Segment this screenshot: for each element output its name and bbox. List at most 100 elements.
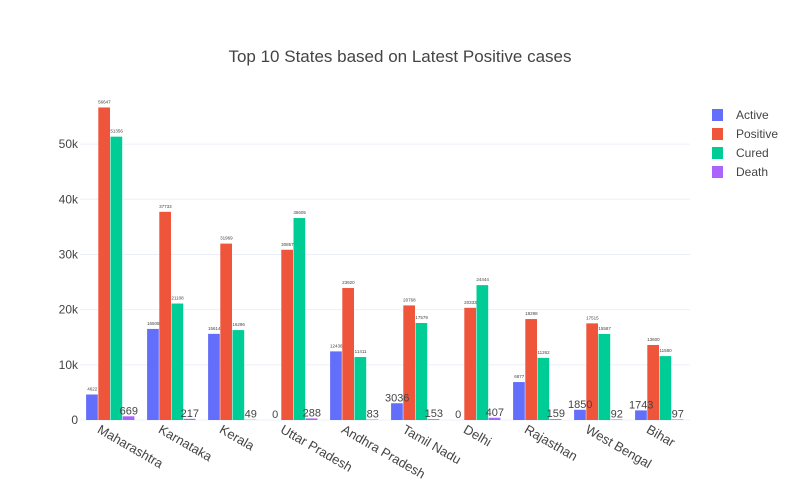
bar-cured-rajasthan xyxy=(537,357,550,420)
bar-cured-maharashtra xyxy=(110,136,123,420)
x-tick-label: Maharashtra xyxy=(95,422,166,472)
data-label: 217 xyxy=(181,408,199,420)
legend-swatch xyxy=(712,128,723,140)
y-tick-label: 40k xyxy=(59,192,79,206)
bars xyxy=(86,107,684,421)
bar-cured-west-bengal xyxy=(598,334,611,420)
bar-cured-uttar-pradesh xyxy=(293,218,306,420)
bar-positive-delhi xyxy=(464,307,476,420)
data-label: 16508 xyxy=(147,321,160,326)
data-label: 15614 xyxy=(208,326,221,331)
bar-death-delhi xyxy=(488,417,501,420)
bar-cured-tamil-nadu xyxy=(415,323,428,420)
y-tick-label: 0 xyxy=(71,413,78,427)
data-label: 37733 xyxy=(159,204,172,209)
data-label: 12436 xyxy=(330,343,343,348)
bar-death-karnataka xyxy=(183,418,196,420)
data-label: 18298 xyxy=(525,311,538,316)
bar-active-andhra-pradesh xyxy=(330,351,342,420)
data-label: 56647 xyxy=(98,99,111,104)
bar-active-karnataka xyxy=(147,328,159,420)
data-label: 13600 xyxy=(647,337,660,342)
bar-active-rajasthan xyxy=(513,382,525,420)
legend-item-active[interactable]: Active xyxy=(712,108,769,122)
bar-death-uttar-pradesh xyxy=(305,418,318,420)
data-label: 288 xyxy=(303,407,321,419)
bar-active-tamil-nadu xyxy=(391,403,403,420)
x-tick-label: Kerala xyxy=(217,422,258,454)
data-label: 23920 xyxy=(342,280,355,285)
data-label: 97 xyxy=(672,408,684,420)
data-label: 92 xyxy=(611,408,623,420)
data-label: 51356 xyxy=(110,129,123,134)
legend-swatch xyxy=(712,147,723,159)
data-label: 16296 xyxy=(232,322,245,327)
data-label: 49 xyxy=(245,409,257,421)
data-label: 24444 xyxy=(476,277,489,282)
y-tick-label: 30k xyxy=(59,247,79,261)
bar-active-kerala xyxy=(208,333,220,420)
bar-positive-kerala xyxy=(220,243,232,420)
bar-death-tamil-nadu xyxy=(427,419,440,420)
bar-active-bihar xyxy=(635,410,647,420)
bar-positive-bihar xyxy=(647,344,659,420)
y-tick-label: 20k xyxy=(59,303,79,317)
data-label: 159 xyxy=(547,408,565,420)
y-tick-label: 10k xyxy=(59,358,79,372)
data-label: 31969 xyxy=(220,236,233,241)
bar-positive-tamil-nadu xyxy=(403,305,415,420)
data-label: 153 xyxy=(425,408,443,420)
data-labels: 4622 56647 51356 669 16508 37733 21108 217 15614… xyxy=(87,99,684,421)
bar-active-west-bengal xyxy=(574,409,586,420)
data-label: 0 xyxy=(455,409,461,421)
bar-cured-karnataka xyxy=(171,303,184,420)
data-label: 21108 xyxy=(172,296,185,301)
bar-death-rajasthan xyxy=(549,419,562,420)
data-label: 669 xyxy=(120,405,138,417)
data-label: 11411 xyxy=(355,349,367,354)
bar-cured-delhi xyxy=(476,285,489,420)
x-tick-label: Rajasthan xyxy=(522,422,580,464)
data-label: 17579 xyxy=(415,315,428,320)
bar-positive-maharashtra xyxy=(98,107,110,421)
bar-positive-andhra-pradesh xyxy=(342,288,354,420)
data-label: 36605 xyxy=(293,210,306,215)
data-label: 11262 xyxy=(538,350,551,355)
data-label: 11580 xyxy=(660,348,673,353)
data-label: 6877 xyxy=(514,374,525,379)
data-label: 20333 xyxy=(464,300,477,305)
data-label: 1850 xyxy=(568,399,592,411)
data-label: 4622 xyxy=(87,387,98,392)
bar-death-bihar xyxy=(671,419,684,420)
bar-cured-bihar xyxy=(659,356,672,420)
legend-item-death[interactable]: Death xyxy=(712,165,768,179)
bar-death-west-bengal xyxy=(610,419,623,420)
legend-label: Active xyxy=(736,108,769,122)
legend-swatch xyxy=(712,166,723,178)
legend-label: Cured xyxy=(736,146,769,160)
x-tick-label: Bihar xyxy=(644,422,678,450)
data-label: 1743 xyxy=(629,399,653,411)
bar-positive-rajasthan xyxy=(525,319,537,420)
bar-death-maharashtra xyxy=(122,416,135,420)
y-tick-label: 50k xyxy=(59,137,79,151)
bar-positive-uttar-pradesh xyxy=(281,249,293,420)
y-axis: 0 10k 20k 30k 40k 50k xyxy=(59,137,79,427)
bar-cured-kerala xyxy=(232,330,245,420)
legend[interactable]: Active Positive Cured Death xyxy=(712,108,778,179)
x-tick-label: West Bengal xyxy=(583,422,654,472)
legend-item-cured[interactable]: Cured xyxy=(712,146,769,160)
chart-title: Top 10 States based on Latest Positive c… xyxy=(228,47,571,66)
legend-label: Positive xyxy=(736,127,778,141)
data-label: 15587 xyxy=(598,326,611,331)
bar-cured-andhra-pradesh xyxy=(354,357,367,420)
data-label: 20768 xyxy=(403,297,416,302)
legend-item-positive[interactable]: Positive xyxy=(712,127,778,141)
data-label: 3036 xyxy=(385,392,409,404)
data-label: 407 xyxy=(486,407,504,419)
legend-label: Death xyxy=(736,165,768,179)
bar-positive-west-bengal xyxy=(586,323,598,420)
data-label: 30857 xyxy=(281,242,294,247)
